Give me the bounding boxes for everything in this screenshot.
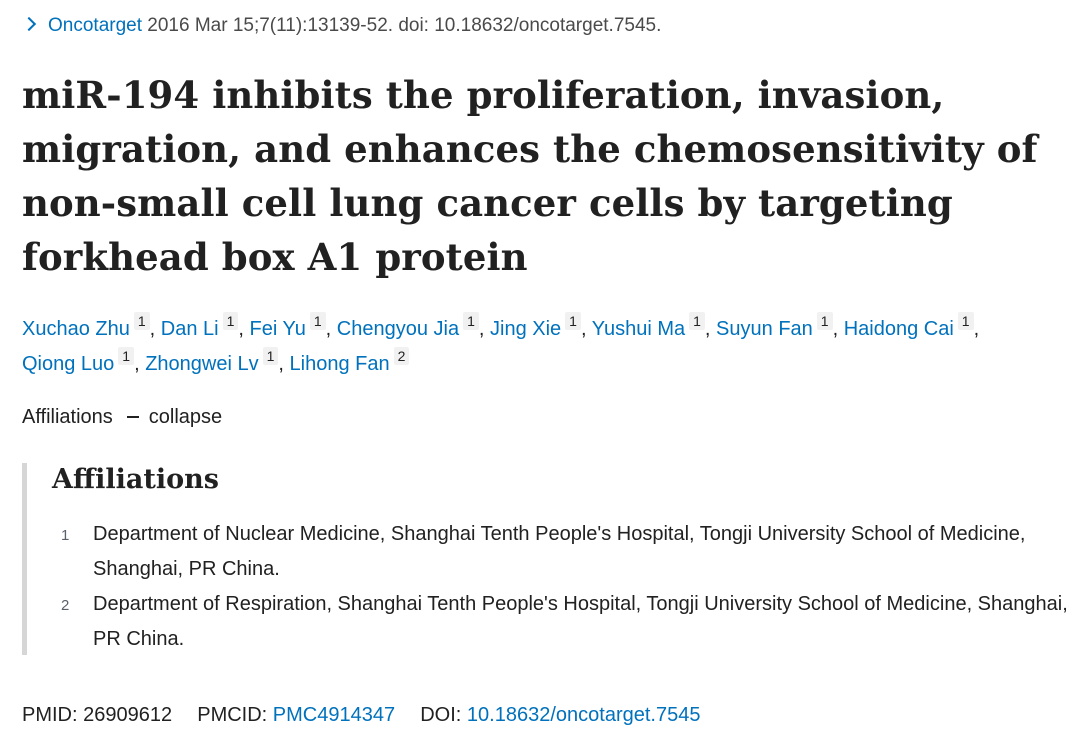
doi-label: DOI: [420,704,462,726]
author-entry: Zhongwei Lv 1, [145,347,284,375]
author-entry: Dan Li 1, [160,312,244,340]
author-link[interactable]: Jing Xie [490,318,562,340]
affiliation-ref-badge[interactable]: 1 [689,312,705,330]
author-entry: Lihong Fan 2 [289,347,410,375]
affiliation-ref-badge[interactable]: 1 [118,347,135,365]
author-entry: Jing Xie 1, [490,312,587,340]
authors-list: Xuchao Zhu 1, Dan Li 1, Fei Yu 1, Chengyou … [22,312,1062,382]
author-entry: Chengyou Jia 1, [336,312,485,340]
affiliations-toggle-action: collapse [148,406,223,428]
identifiers-line: PMID: 26909612 PMCID: PMC4914347 DOI: 10… [22,701,700,729]
affiliations-heading: Affiliations [52,464,219,495]
affiliation-ref-badge[interactable]: 1 [133,312,150,330]
affiliation-number: 1 [61,527,70,544]
journal-link[interactable]: Oncotarget [48,15,142,36]
pmcid-label: PMCID: [197,704,268,726]
pmcid-link[interactable]: PMC4914347 [272,704,396,726]
citation-line: Oncotarget 2016 Mar 15;7(11):13139-52. d… [21,12,662,40]
author-entry: Yushui Ma 1, [591,312,711,340]
affiliation-ref-badge[interactable]: 1 [957,312,974,330]
minus-icon [126,415,139,418]
affiliation-text: Department of Nuclear Medicine, Shanghai… [93,523,1026,580]
author-link[interactable]: Fei Yu [249,318,306,340]
affiliation-number: 2 [61,597,70,614]
author-link[interactable]: Qiong Luo [22,353,115,375]
affiliation-ref-badge[interactable]: 1 [222,312,239,330]
pmid-label: PMID: [22,704,78,726]
author-entry: Suyun Fan 1, [716,312,839,340]
affiliation-ref-badge[interactable]: 1 [309,312,326,330]
author-separator: , [973,318,980,340]
author-separator: , [149,318,156,340]
author-separator: , [325,318,332,340]
pmid-value: 26909612 [83,704,173,726]
author-separator: , [278,353,284,375]
author-separator: , [134,353,140,375]
author-entry: Fei Yu 1, [249,312,332,340]
affiliation-ref-badge[interactable]: 2 [393,347,410,365]
author-separator: , [704,318,711,340]
affiliation-ref-badge[interactable]: 1 [565,312,581,330]
affiliations-panel: Affiliations 1 Department of Nuclear Med… [22,463,1077,655]
author-entry: Qiong Luo 1, [22,347,140,375]
citation-details: 2016 Mar 15;7(11):13139-52. doi: 10.1863… [142,15,662,36]
author-separator: , [478,318,485,340]
affiliation-text: Department of Respiration, Shanghai Tent… [93,593,1068,650]
author-separator: , [832,318,839,340]
affiliations-list: 1 Department of Nuclear Medicine, Shangh… [57,517,1077,657]
author-separator: , [238,318,244,340]
author-entry: Xuchao Zhu 1, [22,312,156,340]
affiliations-toggle[interactable]: Affiliations collapse [22,403,222,431]
affiliation-ref-badge[interactable]: 1 [816,312,833,330]
chevron-right-icon[interactable] [21,16,37,32]
affiliation-item: 2 Department of Respiration, Shanghai Te… [57,587,1077,657]
author-link[interactable]: Zhongwei Lv [145,353,259,375]
author-entry: Haidong Cai 1, [843,312,980,340]
author-link[interactable]: Xuchao Zhu [22,318,130,340]
author-link[interactable]: Chengyou Jia [336,318,460,340]
article-title: miR-194 inhibits the proliferation, inva… [22,73,1038,279]
author-separator: , [580,318,587,340]
affiliations-toggle-label: Affiliations [22,406,113,428]
doi-link[interactable]: 10.18632/oncotarget.7545 [466,704,701,726]
author-link[interactable]: Lihong Fan [289,353,390,375]
affiliation-ref-badge[interactable]: 1 [463,312,479,330]
affiliation-item: 1 Department of Nuclear Medicine, Shangh… [57,517,1077,587]
author-link[interactable]: Haidong Cai [843,318,954,340]
author-link[interactable]: Yushui Ma [591,318,686,340]
author-link[interactable]: Suyun Fan [716,318,813,340]
affiliation-ref-badge[interactable]: 1 [262,347,279,365]
author-link[interactable]: Dan Li [160,318,219,340]
